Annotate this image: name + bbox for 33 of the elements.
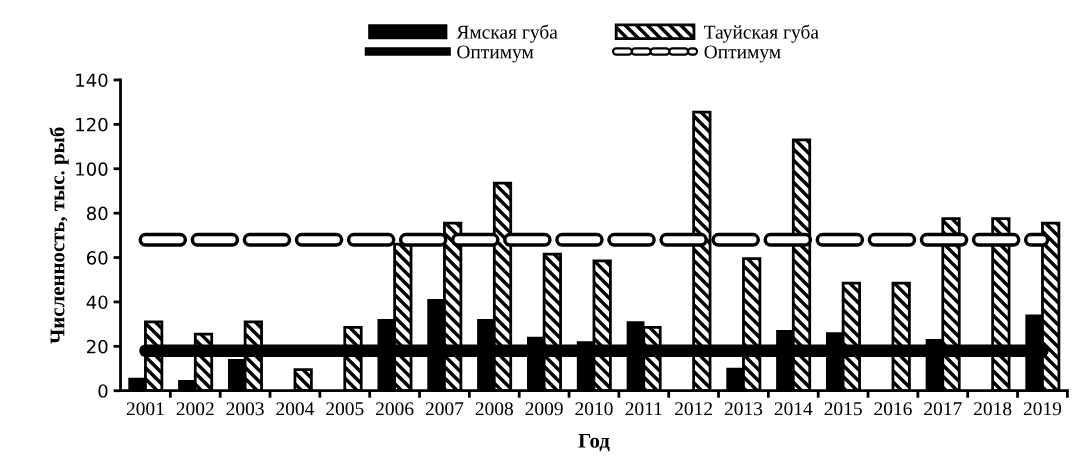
x-tick-label: 2002 bbox=[176, 402, 214, 416]
y-tick-label: 60 bbox=[86, 251, 108, 265]
x-tick-label: 2019 bbox=[1023, 402, 1062, 416]
x-tick-label: 2007 bbox=[425, 402, 464, 416]
x-tick-label: 2008 bbox=[475, 402, 513, 416]
y-tick-label: 140 bbox=[76, 73, 108, 88]
x-tick-label: 2001 bbox=[126, 402, 164, 416]
x-tick-label: 2013 bbox=[724, 402, 763, 416]
x-tick-label: 2004 bbox=[276, 402, 315, 416]
x-tick-label: 2014 bbox=[774, 402, 813, 416]
legend-label: Тауйская губа bbox=[704, 24, 819, 43]
x-tick-label: 2018 bbox=[974, 402, 1012, 416]
legend-label: Оптимум bbox=[457, 45, 534, 63]
x-tick-label: 2012 bbox=[675, 402, 712, 416]
legend-label: Ямская губа bbox=[456, 24, 558, 43]
x-tick-label: 2005 bbox=[326, 402, 364, 416]
y-tick-label: 120 bbox=[76, 117, 108, 132]
x-tick-label: 2016 bbox=[874, 402, 912, 416]
x-tick-label: 2010 bbox=[575, 402, 613, 416]
y-tick-label: 100 bbox=[76, 162, 108, 176]
y-tick-label: 20 bbox=[87, 339, 108, 354]
x-tick-label: 2015 bbox=[824, 402, 862, 416]
x-axis-title: Год bbox=[578, 433, 610, 452]
legend-label: Оптимум bbox=[704, 45, 781, 63]
y-axis-title: Численность, тыс. рыб bbox=[49, 127, 69, 344]
y-tick-label: 40 bbox=[86, 295, 108, 310]
y-tick-label: 80 bbox=[86, 206, 108, 221]
x-tick-label: 2017 bbox=[924, 402, 962, 416]
x-tick-label: 2009 bbox=[525, 402, 563, 416]
x-tick-label: 2006 bbox=[376, 402, 414, 416]
y-tick-label: 0 bbox=[98, 384, 108, 398]
x-tick-label: 2011 bbox=[625, 402, 662, 416]
x-tick-label: 2003 bbox=[226, 402, 264, 416]
